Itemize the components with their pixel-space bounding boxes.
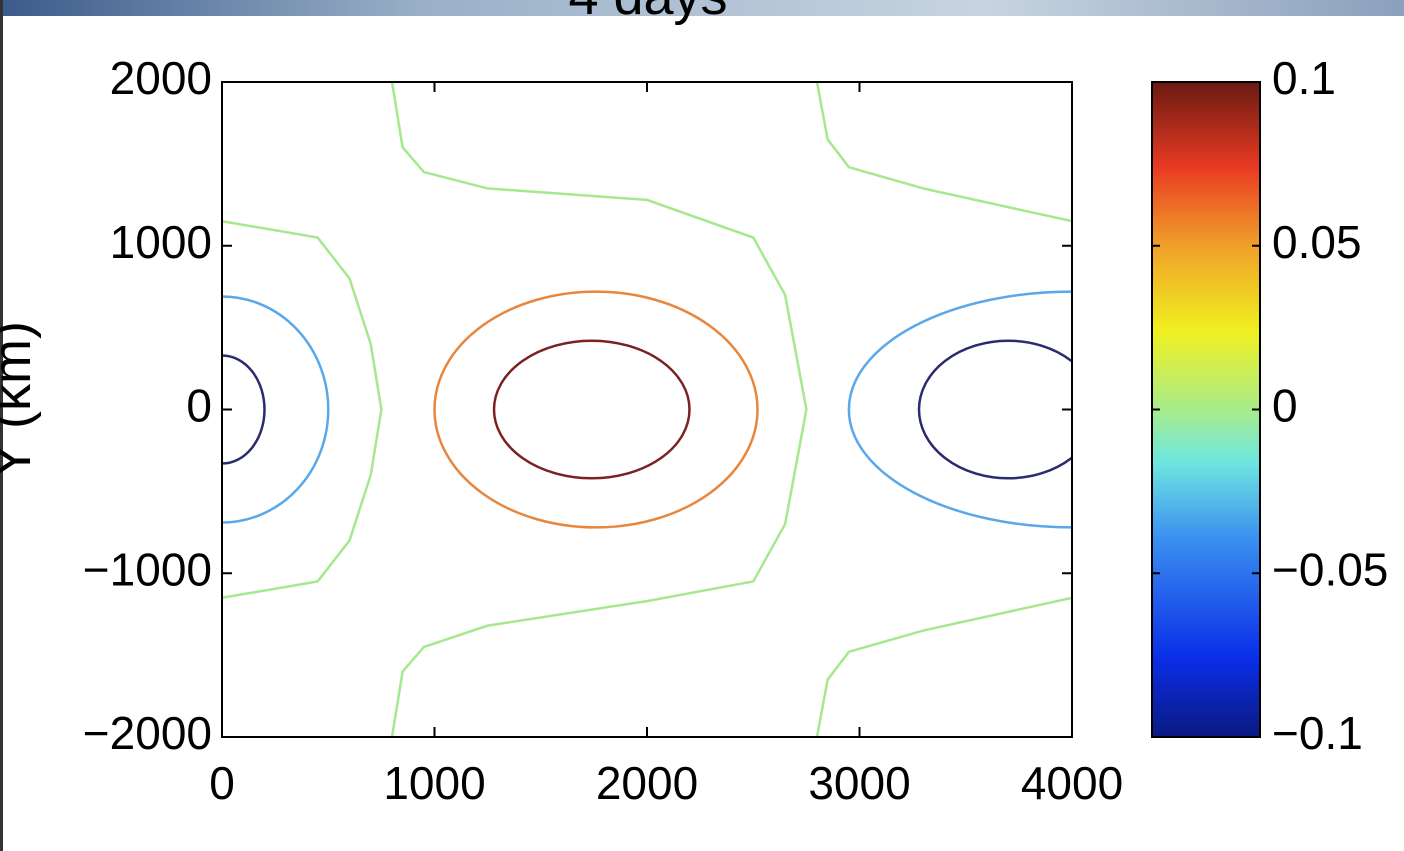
chart-title: 4 days bbox=[568, 0, 727, 26]
top-band bbox=[0, 0, 1404, 16]
contour-line bbox=[390, 82, 808, 737]
y-tick-label: 0 bbox=[186, 380, 212, 432]
x-tick-label: 4000 bbox=[1021, 757, 1123, 809]
y-tick-label: −2000 bbox=[83, 707, 212, 759]
colorbar-tick-label: −0.05 bbox=[1272, 543, 1388, 595]
left-edge bbox=[0, 0, 3, 851]
colorbar-tick-label: 0.05 bbox=[1272, 216, 1362, 268]
colorbar-tick-label: 0 bbox=[1272, 380, 1298, 432]
contour-line bbox=[815, 596, 1072, 737]
y-tick-label: 2000 bbox=[110, 52, 212, 104]
contour-line bbox=[433, 290, 759, 529]
plot-frame bbox=[221, 81, 1073, 738]
contour-layer bbox=[222, 82, 1072, 737]
contour-line bbox=[917, 339, 1072, 480]
contour-line bbox=[222, 354, 266, 465]
y-tick-label: 1000 bbox=[110, 216, 212, 268]
colorbar-tick-label: −0.1 bbox=[1272, 707, 1363, 759]
contour-line bbox=[492, 339, 691, 480]
colorbar-tick-label: 0.1 bbox=[1272, 52, 1336, 104]
contour-line bbox=[222, 219, 383, 600]
x-tick-label: 1000 bbox=[383, 757, 485, 809]
y-tick-label: −1000 bbox=[83, 543, 212, 595]
contour-line bbox=[815, 82, 1072, 223]
contour-line bbox=[222, 295, 330, 524]
x-tick-label: 0 bbox=[209, 757, 235, 809]
colorbar bbox=[1151, 81, 1261, 738]
contour-line bbox=[847, 290, 1072, 529]
y-axis-label: Y (km) bbox=[0, 321, 42, 479]
x-tick-label: 2000 bbox=[596, 757, 698, 809]
x-tick-label: 3000 bbox=[808, 757, 910, 809]
